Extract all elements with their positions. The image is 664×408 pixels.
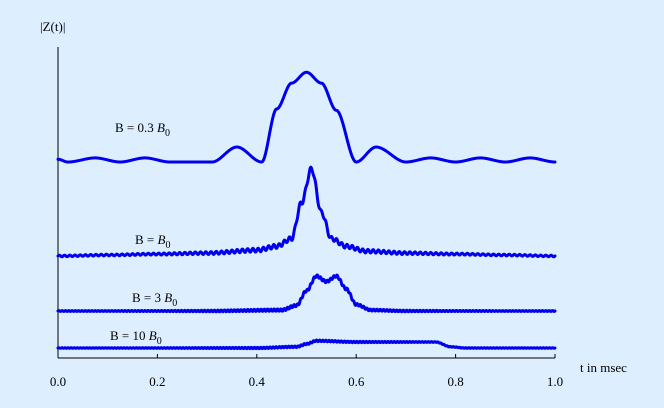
series-label: B = 10 B0 xyxy=(110,328,162,347)
series-label-prefix: B = 3 xyxy=(132,290,164,305)
series-line xyxy=(56,338,557,351)
x-tick-label: 0.0 xyxy=(50,374,66,389)
x-tick-label: 1.0 xyxy=(547,374,563,389)
series-label-prefix: B = xyxy=(135,232,158,247)
series-line xyxy=(56,273,557,314)
series-line xyxy=(56,165,557,259)
series-curves xyxy=(56,70,557,351)
series-label-subscript: 0 xyxy=(165,240,170,251)
series-label-symbol: B xyxy=(158,232,166,247)
series-label-symbol: B xyxy=(157,120,165,135)
series-label: B = 3 B0 xyxy=(132,290,177,309)
x-tick-label: 0.2 xyxy=(149,374,165,389)
series-label-subscript: 0 xyxy=(165,128,170,139)
series-label-subscript: 0 xyxy=(172,298,177,309)
series-line xyxy=(56,70,557,164)
series-label: B = B0 xyxy=(135,232,170,251)
x-axis-label: t in msec xyxy=(580,360,627,375)
axes: |Z(t)| t in msec xyxy=(40,19,627,375)
series-label-subscript: 0 xyxy=(157,336,162,347)
x-tick-label: 0.4 xyxy=(249,374,266,389)
series-label-prefix: B = 0.3 xyxy=(115,120,157,135)
series-label-symbol: B xyxy=(164,290,172,305)
y-axis-label: |Z(t)| xyxy=(40,19,65,34)
series-label-prefix: B = 10 xyxy=(110,328,149,343)
x-tick-label: 0.6 xyxy=(348,374,365,389)
series-label: B = 0.3 B0 xyxy=(115,120,170,139)
x-ticks: 0.0 0.2 0.4 0.6 0.8 1.0 xyxy=(50,354,563,389)
series-labels: B = 0.3 B0B = B0B = 3 B0B = 10 B0 xyxy=(110,120,177,347)
series-label-symbol: B xyxy=(149,328,157,343)
x-tick-label: 0.8 xyxy=(447,374,463,389)
